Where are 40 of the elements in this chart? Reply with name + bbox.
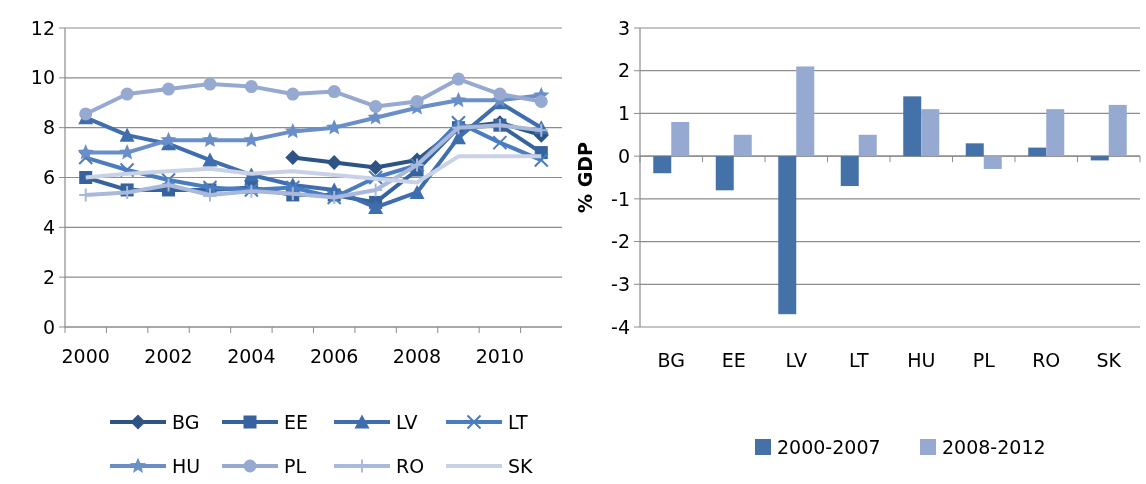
legend-label: PL: [284, 454, 307, 477]
x-tick-label: 2008: [392, 345, 442, 367]
y-axis-title: % GDP: [574, 141, 596, 213]
x-tick-label: SK: [1096, 349, 1122, 371]
legend-label: BG: [172, 410, 200, 433]
legend-label: LT: [508, 410, 528, 433]
x-tick-label: 2006: [310, 345, 359, 367]
legend-label: EE: [284, 410, 309, 433]
x-tick-label: 2004: [227, 345, 276, 367]
legend-label: LV: [396, 410, 418, 433]
x-tick-label: BG: [657, 349, 685, 371]
y-tick-label: 8: [42, 116, 55, 139]
y-tick-label: 3: [617, 16, 630, 39]
x-tick-label: PL: [972, 349, 996, 371]
x-tick-label: LT: [848, 349, 869, 371]
y-tick-label: 0: [42, 315, 55, 338]
legend-label: 2000-2007: [777, 435, 881, 458]
x-tick-label: 2000: [61, 345, 110, 367]
y-tick-label: 1: [617, 102, 630, 125]
x-tick-label: 2002: [144, 345, 193, 367]
y-tick-label: 10: [30, 66, 55, 89]
x-tick-label: EE: [721, 349, 746, 371]
legend-label: HU: [172, 454, 201, 477]
y-tick-label: 2: [617, 59, 630, 82]
x-tick-label: LV: [785, 349, 807, 371]
y-tick-label: 2: [42, 265, 55, 288]
legend-label: SK: [508, 454, 534, 477]
y-tick-label: 6: [42, 166, 55, 189]
legend-label: 2008-2012: [942, 435, 1046, 458]
y-tick-label: 4: [42, 215, 55, 238]
x-tick-label: 2010: [475, 345, 525, 367]
y-tick-label: 0: [617, 144, 630, 167]
y-tick-label: 12: [30, 16, 55, 39]
y-tick-label: -1: [611, 187, 630, 210]
legend-label: RO: [396, 454, 425, 477]
y-tick-label: -2: [611, 230, 630, 253]
y-tick-label: -3: [611, 272, 630, 295]
x-tick-label: HU: [907, 349, 936, 371]
y-tick-label: -4: [611, 315, 630, 338]
x-tick-label: RO: [1032, 349, 1061, 371]
